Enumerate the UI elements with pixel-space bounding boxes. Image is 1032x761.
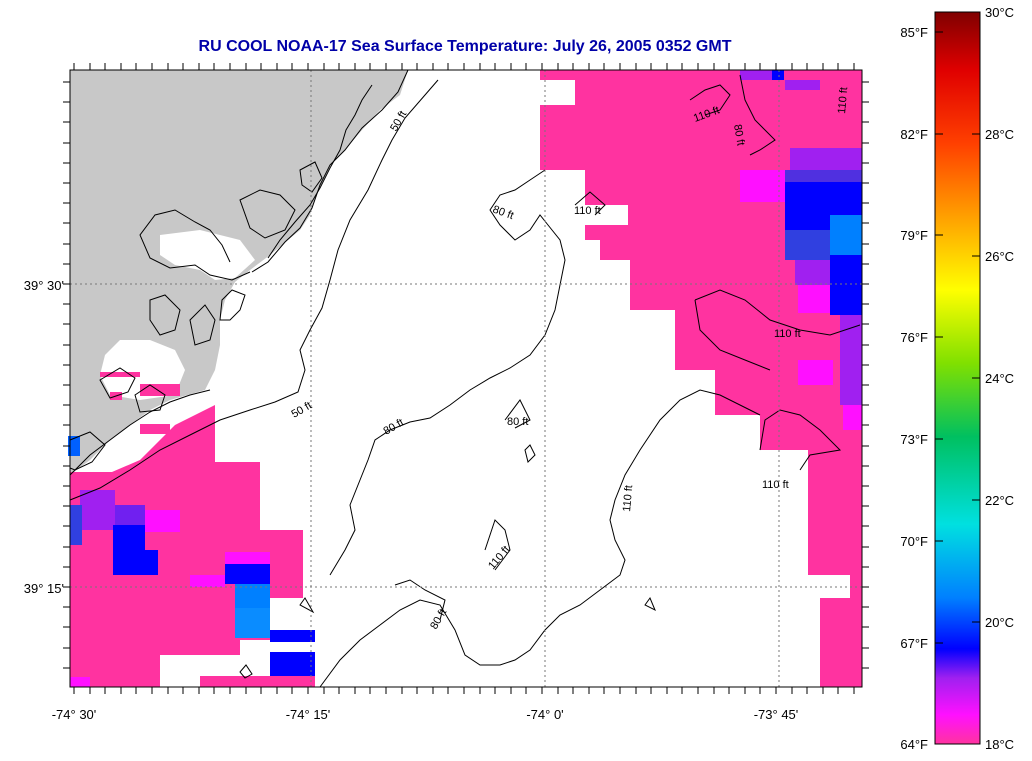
map-title: RU COOL NOAA-17 Sea Surface Temperature:… [198, 38, 732, 55]
lat-label-2: 39° 15' [24, 581, 64, 596]
colorbar-c-label: 26°C [985, 249, 1014, 264]
sst-pixels [68, 70, 862, 687]
map-frame [69, 69, 863, 688]
colorbar-f-label: 79°F [900, 228, 928, 243]
colorbar-c-label: 30°C [985, 5, 1014, 20]
lon-label-3: -74° 0' [526, 707, 563, 722]
colorbar-ticks [935, 31, 980, 644]
colorbar-f-label: 67°F [900, 636, 928, 651]
contour-label-110ft: 110 ft [762, 479, 789, 491]
lon-label-2: -74° 15' [286, 707, 331, 722]
colorbar-f-label: 73°F [900, 432, 928, 447]
lon-label-4: -73° 45' [754, 707, 799, 722]
colorbar-f-label: 82°F [900, 127, 928, 142]
colorbar-fahrenheit-labels: 85°F 82°F 79°F 76°F 73°F 70°F 67°F 64°F [900, 25, 928, 752]
contour-label-110ft: 110 ft [836, 87, 850, 115]
colorbar-c-label: 22°C [985, 493, 1014, 508]
colorbar-c-label: 24°C [985, 371, 1014, 386]
contour-label-80ft: 80 ft [731, 123, 747, 146]
colorbar-f-label: 70°F [900, 534, 928, 549]
lon-label-1: -74° 30' [52, 707, 97, 722]
colorbar-c-label: 18°C [985, 737, 1014, 752]
colorbar-f-label: 76°F [900, 330, 928, 345]
coastline [69, 69, 409, 476]
graticule [70, 70, 862, 687]
colorbar-celsius-labels: 30°C 28°C 26°C 24°C 22°C 20°C 18°C [985, 5, 1014, 752]
colorbar-f-label: 64°F [900, 737, 928, 752]
longitude-labels: -74° 30' -74° 15' -74° 0' -73° 45' [52, 707, 799, 722]
depth-contours [69, 74, 861, 688]
lat-label-1: 39° 30' [24, 278, 64, 293]
colorbar-f-label: 85°F [900, 25, 928, 40]
axis-ticks [63, 63, 869, 694]
contour-label-110ft: 110 ft [621, 485, 635, 513]
contour-label-80ft: 80 ft [507, 416, 528, 428]
contour-label-110ft: 110 ft [774, 328, 801, 340]
latitude-labels: 39° 30' 39° 15' [24, 278, 64, 596]
colorbar-c-label: 20°C [985, 615, 1014, 630]
colorbar-c-label: 28°C [985, 127, 1014, 142]
contour-label-110ft: 110 ft [574, 205, 601, 217]
